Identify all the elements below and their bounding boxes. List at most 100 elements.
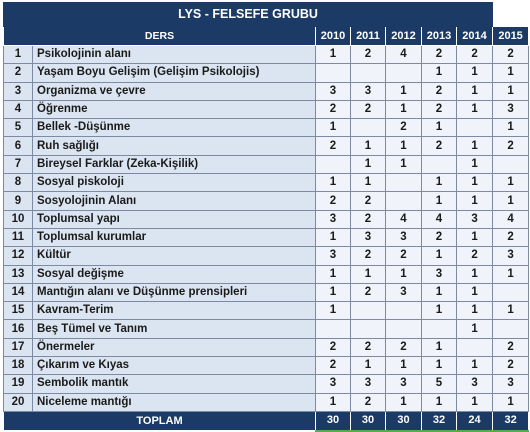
row-value: 2 — [350, 337, 386, 358]
row-value: 3 — [492, 246, 530, 266]
row-value: 1 — [492, 63, 530, 83]
row-value: 1 — [455, 99, 494, 120]
row-value: 1 — [455, 319, 494, 339]
row-value: 1 — [385, 356, 422, 376]
row-number: 17 — [3, 337, 33, 358]
row-subject: Toplumsal kurumlar — [32, 227, 316, 248]
row-value: 3 — [350, 81, 386, 101]
header-year: 2014 — [455, 26, 494, 46]
table-row: 18 Çıkarım ve Kıyas 2 1 1 1 1 2 — [3, 356, 530, 376]
row-value: 1 — [421, 282, 457, 303]
row-value: 2 — [315, 99, 351, 120]
total-value: 30 — [385, 410, 422, 432]
row-subject: Yaşam Boyu Gelişim (Gelişim Psikolojis) — [32, 63, 316, 83]
row-value: 2 — [421, 227, 457, 248]
row-value: 1 — [315, 301, 351, 321]
row-number: 13 — [3, 264, 33, 284]
row-value: 3 — [492, 374, 530, 394]
row-subject: Kavram-Terim — [32, 301, 316, 321]
row-value — [492, 154, 530, 175]
row-value: 1 — [385, 392, 422, 412]
row-value: 1 — [455, 264, 494, 284]
table-row: 9 Sosyolojinin Alanı 2 2 1 1 1 — [3, 191, 530, 211]
row-value: 4 — [492, 209, 530, 229]
row-number: 2 — [3, 63, 33, 83]
title-row: LYS - FELSEFE GRUBU — [2, 2, 529, 27]
table-row: 6 Ruh sağlığı 2 1 1 2 1 2 — [3, 136, 530, 156]
row-value — [492, 282, 530, 303]
row-value: 2 — [385, 246, 422, 266]
row-value: 1 — [315, 44, 351, 65]
row-value: 2 — [350, 99, 386, 120]
row-subject: Niceleme mantığı — [32, 392, 316, 412]
row-number: 18 — [3, 356, 33, 376]
row-value — [315, 319, 351, 339]
row-value — [385, 173, 422, 193]
row-value: 3 — [455, 209, 494, 229]
row-value — [315, 63, 351, 83]
row-value — [421, 154, 457, 175]
total-value: 30 — [315, 410, 351, 432]
row-value: 2 — [315, 136, 351, 156]
row-value: 3 — [315, 246, 351, 266]
row-value: 1 — [421, 63, 457, 83]
totals-label: TOPLAM — [3, 410, 316, 432]
row-value: 2 — [350, 246, 386, 266]
row-value: 3 — [350, 374, 386, 394]
row-value: 2 — [350, 191, 386, 211]
row-value: 1 — [421, 356, 457, 376]
row-number: 4 — [3, 99, 33, 120]
row-number: 10 — [3, 209, 33, 229]
row-value: 2 — [455, 246, 494, 266]
row-value: 1 — [492, 173, 530, 193]
row-number: 20 — [3, 392, 33, 412]
table-row: 14 Mantığın alanı ve Düşünme prensipleri 1… — [3, 282, 530, 303]
row-value: 1 — [421, 392, 457, 412]
row-value — [350, 319, 386, 339]
row-subject: Ruh sağlığı — [32, 136, 316, 156]
row-value — [350, 63, 386, 83]
header-row: DERS 2010 2011 2012 2013 2014 2015 — [3, 26, 530, 46]
row-value: 3 — [350, 227, 386, 248]
row-value: 4 — [385, 209, 422, 229]
table-row: 10 Toplumsal yapı 3 2 4 4 3 4 — [3, 209, 530, 229]
row-value: 1 — [492, 264, 530, 284]
header-year: 2010 — [315, 26, 351, 46]
row-value: 1 — [455, 191, 494, 211]
row-value: 1 — [385, 81, 422, 101]
row-value: 1 — [455, 392, 494, 412]
row-value: 1 — [455, 301, 494, 321]
row-value: 1 — [350, 136, 386, 156]
header-year: 2015 — [492, 26, 530, 46]
row-value: 1 — [455, 356, 494, 376]
row-value — [492, 319, 530, 339]
total-value: 30 — [350, 410, 386, 432]
row-value: 1 — [315, 118, 351, 138]
row-value: 1 — [455, 136, 494, 156]
row-number: 16 — [3, 319, 33, 339]
row-value: 3 — [385, 374, 422, 394]
row-subject: Bellek -Düşünme — [32, 118, 316, 138]
table-row: 11 Toplumsal kurumlar 1 3 3 2 1 2 — [3, 227, 530, 248]
row-number: 15 — [3, 301, 33, 321]
row-subject: Mantığın alanı ve Düşünme prensipleri — [32, 282, 316, 303]
header-ders: DERS — [3, 26, 316, 46]
table-row: 12 Kültür 3 2 2 1 2 3 — [3, 246, 530, 266]
row-value: 3 — [385, 282, 422, 303]
row-subject: Sembolik mantık — [32, 374, 316, 394]
table-row: 17 Önermeler 2 2 2 1 2 — [3, 337, 530, 358]
row-value: 1 — [455, 154, 494, 175]
row-value: 1 — [385, 99, 422, 120]
table-row: 8 Sosyal piskoloji 1 1 1 1 1 — [3, 173, 530, 193]
row-number: 3 — [3, 81, 33, 101]
totals-row: TOPLAM 30 30 30 32 24 32 — [3, 410, 530, 432]
row-value: 3 — [315, 209, 351, 229]
row-value: 1 — [350, 264, 386, 284]
total-value: 24 — [455, 410, 494, 432]
row-value — [350, 118, 386, 138]
row-value: 2 — [315, 191, 351, 211]
row-value: 2 — [350, 282, 386, 303]
table-row: 5 Bellek -Düşünme 1 2 1 1 — [3, 118, 530, 138]
row-number: 7 — [3, 154, 33, 175]
